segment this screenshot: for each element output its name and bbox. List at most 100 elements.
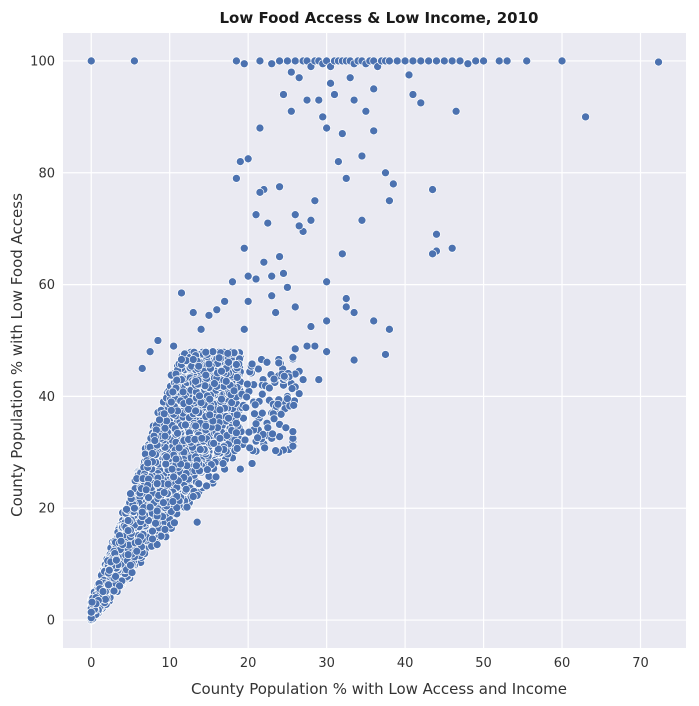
data-point <box>247 359 257 369</box>
data-point <box>196 324 206 334</box>
data-point <box>479 56 488 66</box>
data-point <box>111 572 120 581</box>
data-point <box>240 435 250 445</box>
data-point <box>191 406 200 416</box>
data-point <box>502 56 512 66</box>
data-point <box>170 518 179 528</box>
data-point <box>369 84 379 94</box>
x-tick-label: 60 <box>554 656 571 671</box>
data-point <box>98 587 108 596</box>
data-point <box>232 360 241 369</box>
data-point <box>137 507 147 517</box>
data-point <box>388 179 398 189</box>
data-point <box>169 472 178 482</box>
data-point <box>86 56 96 66</box>
y-axis-label: County Population % with Low Food Access <box>8 193 26 517</box>
data-point <box>145 502 155 512</box>
data-point <box>290 302 300 312</box>
data-point <box>267 271 277 281</box>
data-point <box>155 415 164 425</box>
x-tick-label: 10 <box>161 656 178 671</box>
data-point <box>166 406 176 415</box>
data-point <box>201 347 211 357</box>
data-point <box>168 387 178 397</box>
data-point <box>294 389 304 398</box>
data-point <box>428 185 437 194</box>
data-point <box>218 459 228 468</box>
data-point <box>260 443 270 453</box>
data-point <box>322 277 331 287</box>
data-point <box>385 324 394 334</box>
data-point <box>243 154 253 164</box>
data-point <box>221 376 231 386</box>
data-point <box>385 56 394 66</box>
data-point <box>123 526 133 535</box>
data-point <box>239 324 249 334</box>
data-point <box>188 308 198 317</box>
data-point <box>194 361 204 371</box>
data-point <box>168 497 178 506</box>
data-point <box>274 358 284 368</box>
data-point <box>159 409 169 419</box>
data-point <box>283 394 292 403</box>
data-point <box>211 472 221 482</box>
data-point <box>232 174 241 183</box>
data-point <box>232 428 241 438</box>
data-point <box>160 423 170 433</box>
data-point <box>232 373 242 382</box>
data-point <box>224 357 233 367</box>
data-point <box>288 427 298 436</box>
data-point <box>267 291 277 301</box>
data-point <box>235 157 245 166</box>
data-point <box>152 479 162 488</box>
data-point <box>109 586 119 596</box>
data-point <box>424 56 433 66</box>
data-point <box>126 489 135 499</box>
data-point <box>432 229 441 239</box>
data-point <box>141 485 151 495</box>
data-point <box>195 391 204 401</box>
data-point <box>181 484 191 494</box>
data-point <box>181 420 190 430</box>
data-point <box>122 504 131 514</box>
data-point <box>188 492 198 501</box>
data-point <box>294 73 304 83</box>
data-point <box>244 427 254 437</box>
data-point <box>310 196 320 206</box>
data-point <box>205 410 215 420</box>
data-point <box>204 310 214 320</box>
data-point <box>288 441 298 451</box>
data-point <box>283 56 292 66</box>
data-point <box>242 392 251 402</box>
data-point <box>243 379 252 389</box>
data-point <box>381 350 390 359</box>
data-point <box>163 479 173 489</box>
data-point <box>253 433 262 443</box>
data-point <box>257 389 267 399</box>
data-point <box>432 56 441 66</box>
data-point <box>195 445 205 454</box>
data-point <box>385 196 394 206</box>
data-point <box>334 157 343 166</box>
data-point <box>251 419 261 429</box>
data-point <box>123 550 133 559</box>
data-point <box>322 347 331 357</box>
data-point <box>171 454 181 464</box>
data-point <box>314 95 324 105</box>
data-point <box>148 526 157 536</box>
data-point <box>126 560 135 570</box>
data-point <box>145 347 155 357</box>
y-tick-label: 80 <box>38 166 55 181</box>
data-point <box>322 316 331 326</box>
data-point <box>369 126 379 136</box>
data-point <box>144 493 153 502</box>
data-point <box>269 374 279 384</box>
data-point <box>283 283 292 292</box>
data-point <box>288 352 298 362</box>
data-point <box>302 341 312 351</box>
data-point <box>357 151 367 161</box>
data-point <box>169 341 178 351</box>
data-point <box>192 517 202 527</box>
data-point <box>184 397 194 406</box>
data-point <box>178 387 188 397</box>
